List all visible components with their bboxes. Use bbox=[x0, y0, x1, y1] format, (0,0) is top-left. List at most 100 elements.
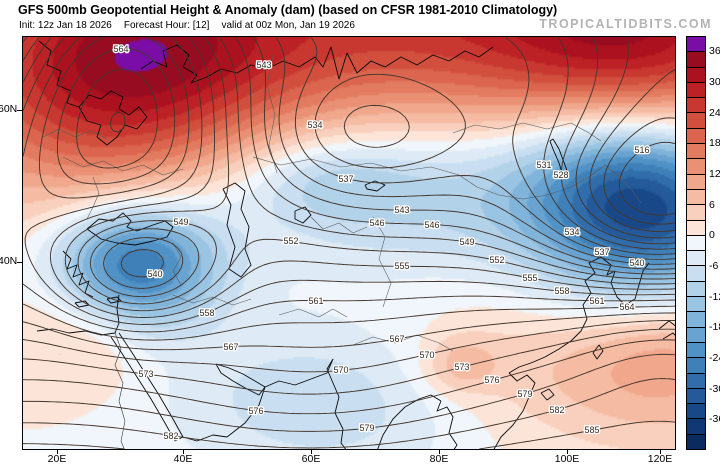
contour-label: 561 bbox=[308, 296, 323, 306]
contour-line-528 bbox=[560, 37, 675, 245]
contour-label: 573 bbox=[138, 369, 153, 379]
contour-line-561 bbox=[23, 37, 675, 333]
country-border bbox=[372, 216, 392, 308]
contour-label: 549 bbox=[173, 217, 188, 227]
contour-label: 543 bbox=[394, 205, 409, 215]
contour-label: 585 bbox=[584, 425, 599, 435]
country-border bbox=[604, 164, 642, 204]
contour-label: 558 bbox=[554, 286, 569, 296]
country-border bbox=[452, 122, 602, 142]
colorbar-segment-9 bbox=[687, 174, 705, 190]
colorbar-segment-20 bbox=[687, 342, 705, 359]
contour-line-546 bbox=[23, 37, 675, 298]
colorbar-tick--36: -36 bbox=[709, 413, 720, 426]
valid-time: valid at 00z Mon, Jan 19 2026 bbox=[221, 20, 355, 31]
colorbar-tick--18: -18 bbox=[709, 321, 720, 334]
colorbar-segment-23 bbox=[687, 388, 705, 405]
map-frame: 516 528 531 534 534 537 537 540 540 543 543 546 546 5… bbox=[22, 36, 676, 450]
lon-label-100E: 100E bbox=[554, 453, 580, 465]
contour-line-582 bbox=[23, 378, 675, 449]
colorbar-tick--6: -6 bbox=[709, 260, 719, 272]
contour-label: 543 bbox=[256, 60, 271, 70]
colorbar-segment-17 bbox=[687, 297, 705, 313]
contour-label: 540 bbox=[629, 258, 644, 268]
colorbar-tick-12: 12 bbox=[709, 168, 720, 180]
coastline bbox=[592, 344, 604, 360]
colorbar-segment-3 bbox=[687, 82, 705, 99]
contour-label: 537 bbox=[338, 174, 353, 184]
contour-line-573 bbox=[23, 328, 675, 395]
coastline bbox=[78, 90, 148, 146]
coastline bbox=[38, 40, 80, 108]
coastline bbox=[493, 372, 536, 449]
colorbar-segment-11 bbox=[687, 205, 705, 221]
coastline bbox=[364, 180, 386, 192]
contour-label: 528 bbox=[553, 170, 568, 180]
contour-label: 582 bbox=[549, 405, 564, 415]
lon-tick bbox=[660, 450, 661, 454]
colorbar-segment-26 bbox=[687, 434, 705, 450]
contour-label: 534 bbox=[564, 227, 579, 237]
colorbar-tick--12: -12 bbox=[709, 290, 720, 303]
contour-line-564 bbox=[23, 47, 675, 341]
contour-line-540 bbox=[120, 37, 675, 278]
lon-tick bbox=[439, 450, 440, 454]
contour-label: 552 bbox=[283, 236, 298, 246]
country-border bbox=[266, 54, 278, 174]
river-line bbox=[114, 332, 126, 449]
country-border bbox=[42, 128, 108, 140]
lat-label-40N: 40N bbox=[0, 255, 18, 267]
coastline bbox=[508, 256, 616, 374]
contour-label: 561 bbox=[589, 296, 604, 306]
colorbar-segment-15 bbox=[687, 266, 705, 282]
colorbar-segment-13 bbox=[687, 235, 705, 252]
contour-label: 546 bbox=[424, 220, 439, 230]
colorbar-tick-36: 36 bbox=[709, 45, 720, 58]
colorbar-segment-5 bbox=[687, 113, 705, 129]
contour-label: 549 bbox=[459, 237, 474, 247]
colorbar-tick--30: -30 bbox=[709, 382, 720, 395]
contour-label: 576 bbox=[484, 375, 499, 385]
country-border bbox=[352, 334, 454, 352]
lat-tick bbox=[17, 110, 22, 111]
contour-label: 564 bbox=[619, 302, 634, 312]
lon-label-40E: 40E bbox=[173, 453, 193, 465]
contour-label: 555 bbox=[522, 273, 537, 283]
contour-label: 582 bbox=[163, 431, 178, 441]
colorbar-tick-30: 30 bbox=[709, 76, 720, 88]
contour-label: 555 bbox=[394, 261, 409, 271]
contour-label: 558 bbox=[199, 308, 214, 318]
contour-line-537 bbox=[294, 37, 675, 260]
contour-label: 552 bbox=[489, 255, 504, 265]
country-border bbox=[310, 216, 368, 234]
contour-line-552 bbox=[23, 37, 675, 312]
colorbar-segment-14 bbox=[687, 251, 705, 267]
lon-label-20E: 20E bbox=[47, 453, 67, 465]
lon-label-60E: 60E bbox=[301, 453, 321, 465]
init-time: Init: 12z Jan 18 2026 bbox=[19, 20, 112, 31]
country-border bbox=[172, 242, 182, 286]
contour-line-555 bbox=[23, 37, 675, 318]
contour-label: 537 bbox=[594, 247, 609, 257]
contour-label: 546 bbox=[369, 218, 384, 228]
contour-label: 579 bbox=[359, 423, 374, 433]
colorbar-segment-4 bbox=[687, 98, 705, 114]
colorbar-segment-19 bbox=[687, 327, 705, 343]
contour-line-519 bbox=[603, 117, 675, 225]
coastline bbox=[62, 250, 94, 298]
coastline bbox=[182, 386, 266, 442]
contour-line-558 bbox=[23, 37, 675, 325]
colorbar-segment-22 bbox=[687, 373, 705, 389]
contour-line-549 bbox=[23, 37, 675, 305]
coastline bbox=[36, 294, 120, 336]
colorbar-segment-0 bbox=[687, 37, 705, 53]
colorbar-segment-8 bbox=[687, 159, 705, 175]
contour-line-525 bbox=[575, 37, 675, 239]
coastline bbox=[549, 138, 570, 180]
contour-label: 516 bbox=[634, 145, 649, 155]
chart-title: GFS 500mb Geopotential Height & Anomaly … bbox=[18, 3, 558, 17]
colorbar-tick-6: 6 bbox=[709, 198, 715, 211]
colorbar-segment-7 bbox=[687, 144, 705, 160]
